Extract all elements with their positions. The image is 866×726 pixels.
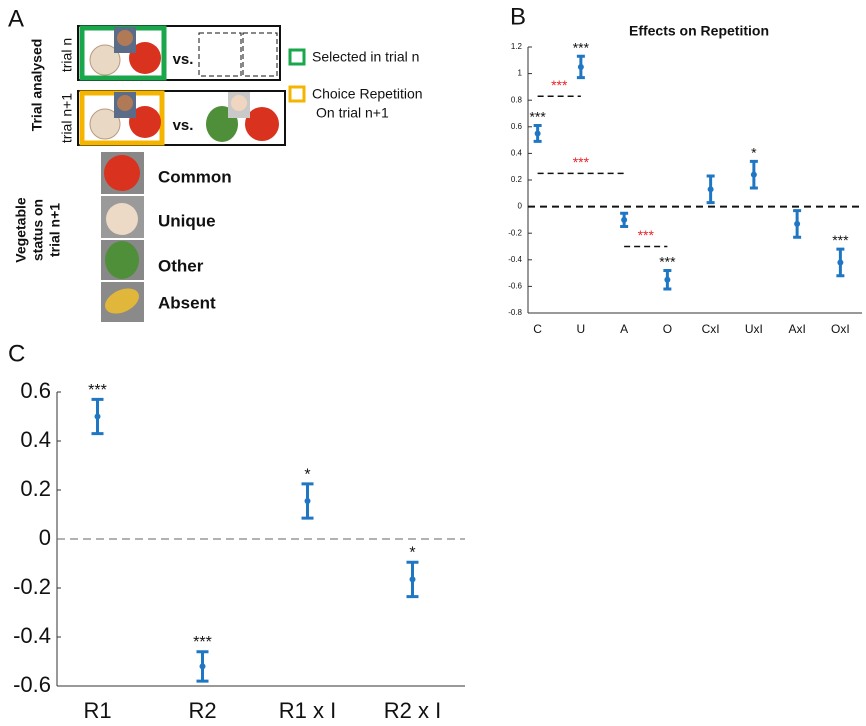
y-tick-label: 0.8 — [511, 95, 523, 104]
garlic-icon — [106, 203, 138, 235]
trial-box — [77, 25, 281, 81]
comparison-label: *** — [573, 154, 590, 170]
significance: *** — [573, 39, 590, 55]
significance: *** — [659, 253, 676, 269]
y-tick-label: 1 — [518, 69, 523, 78]
y-tick-label: -0.4 — [508, 255, 522, 264]
garlic-icon — [89, 44, 121, 76]
y-tick-label: -0.2 — [508, 228, 522, 237]
significance: * — [409, 545, 415, 562]
empty-option — [242, 32, 278, 77]
row-label: trial n+1 — [59, 93, 75, 143]
significance: * — [304, 466, 310, 483]
point — [750, 171, 757, 178]
status-label: Vegetable — [13, 197, 29, 263]
row-group-label: Trial analysed — [29, 39, 45, 132]
x-tick-label: C — [533, 322, 542, 336]
y-tick-label: -0.2 — [13, 574, 51, 599]
face-icon — [117, 30, 133, 46]
x-tick-label: R1 — [83, 698, 111, 723]
y-tick-label: 0.4 — [511, 149, 523, 158]
legend-label: Selected in trial n — [312, 49, 419, 65]
tomato-icon — [104, 155, 140, 191]
point — [664, 276, 671, 283]
x-tick-label: R1 x I — [279, 698, 336, 723]
y-tick-label: 1.2 — [511, 42, 523, 51]
vs-label: vs. — [173, 117, 194, 134]
y-tick-label: 0.6 — [20, 378, 51, 403]
panel-label: A — [8, 5, 24, 32]
lettuce-icon — [105, 241, 139, 279]
comparison-label: *** — [638, 227, 655, 243]
x-tick-label: U — [577, 322, 586, 336]
face-icon — [231, 95, 247, 111]
point — [707, 186, 714, 193]
point — [94, 413, 101, 420]
x-tick-label: OxI — [831, 322, 850, 336]
x-tick-label: UxI — [745, 322, 763, 336]
potato-icon — [105, 288, 139, 314]
y-tick-label: -0.4 — [13, 623, 51, 648]
y-tick-label: -0.6 — [13, 672, 51, 697]
point — [621, 216, 628, 223]
x-tick-label: R2 x I — [384, 698, 441, 723]
significance: * — [751, 144, 757, 160]
significance: *** — [88, 382, 107, 399]
y-tick-label: 0.2 — [511, 175, 523, 184]
x-tick-label: A — [620, 322, 628, 336]
y-tick-label: 0 — [518, 202, 523, 211]
empty-option — [198, 32, 242, 77]
point — [534, 130, 541, 137]
panel-label: C — [8, 340, 25, 367]
significance: *** — [529, 108, 546, 124]
face-icon — [117, 95, 133, 111]
status-label: trial n+1 — [47, 203, 63, 257]
tomato-icon — [129, 42, 161, 74]
point — [199, 663, 206, 670]
status-name: Other — [158, 256, 204, 275]
y-tick-label: -0.8 — [508, 308, 522, 317]
point — [794, 220, 801, 227]
x-tick-label: CxI — [702, 322, 720, 336]
status-name: Absent — [158, 293, 216, 312]
tomato-icon — [245, 107, 279, 141]
status-name: Common — [158, 167, 232, 186]
legend-label: On trial n+1 — [316, 105, 389, 121]
significance: *** — [832, 232, 849, 248]
point — [837, 259, 844, 266]
y-tick-label: 0.6 — [511, 122, 523, 131]
point — [577, 63, 584, 70]
chart-title: Effects on Repetition — [629, 23, 769, 39]
y-tick-label: 0.4 — [20, 427, 51, 452]
significance: *** — [193, 634, 212, 651]
comparison-label: *** — [551, 77, 568, 93]
y-tick-label: 0.2 — [20, 476, 51, 501]
trial-box — [77, 90, 286, 146]
status-name: Unique — [158, 211, 216, 230]
legend-swatch — [288, 48, 306, 66]
x-tick-label: R2 — [188, 698, 216, 723]
y-tick-label: -0.6 — [508, 282, 522, 291]
point — [304, 498, 311, 505]
y-tick-label: 0 — [39, 525, 51, 550]
vs-label: vs. — [173, 51, 194, 68]
panel-label: B — [510, 3, 526, 30]
tomato-icon — [129, 106, 161, 138]
point — [409, 576, 416, 583]
x-tick-label: O — [663, 322, 672, 336]
legend-label: Choice Repetition — [312, 86, 423, 102]
garlic-icon — [89, 108, 121, 140]
legend-swatch — [288, 85, 306, 103]
x-tick-label: AxI — [788, 322, 805, 336]
row-label: trial n — [59, 38, 75, 72]
status-label: status on — [30, 199, 46, 261]
